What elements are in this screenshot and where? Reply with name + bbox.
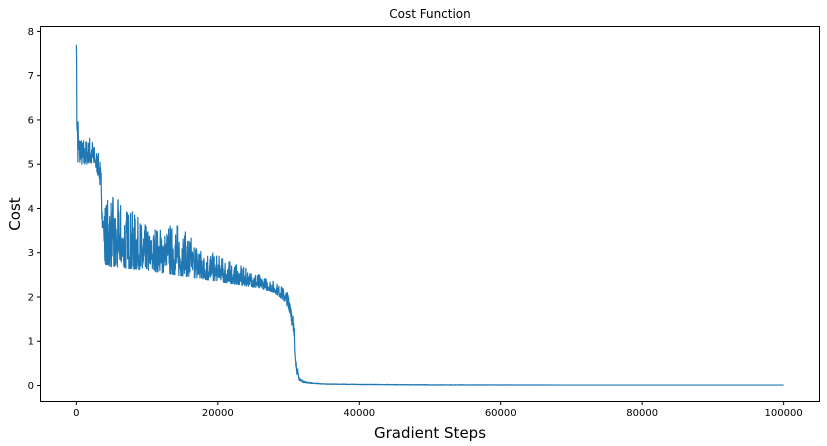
y-tick-label: 4 [28,204,34,215]
x-tick-label: 60000 [485,408,517,419]
x-tick-label: 100000 [765,408,803,419]
y-tick-label: 6 [28,115,34,126]
x-tick-label: 80000 [626,408,658,419]
y-tick-label: 1 [28,337,34,348]
x-axis-label: Gradient Steps [374,424,486,442]
y-tick-label: 8 [28,27,34,38]
y-axis-label: Cost [6,197,24,230]
y-tick-label: 2 [28,292,34,303]
x-tick-label: 20000 [202,408,234,419]
plot-area [75,44,784,386]
y-tick-label: 0 [28,381,34,392]
y-tick-label: 7 [28,71,34,82]
plot-frame [40,26,820,402]
y-tick-label: 5 [28,160,34,171]
y-tick-label: 3 [28,248,34,259]
cost-series-line [75,44,784,386]
chart-title: Cost Function [389,7,471,21]
x-tick-label: 40000 [343,408,375,419]
x-tick-label: 0 [73,408,79,419]
